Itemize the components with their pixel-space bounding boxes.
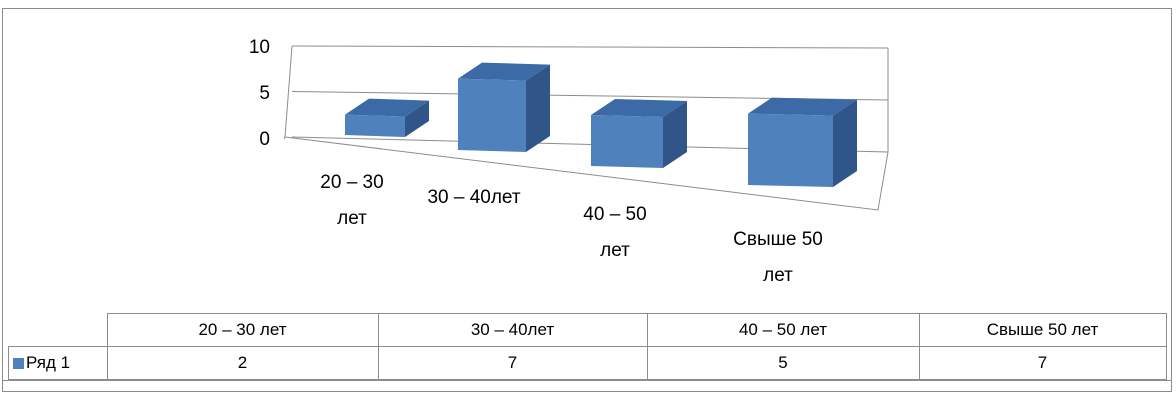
data-table-cell: 7 (377, 346, 648, 380)
x-tick-label: лет (337, 208, 367, 229)
legend-color-key (13, 358, 24, 369)
x-tick-label: 20 – 30 (320, 172, 383, 193)
x-tick-label: 40 – 50 (583, 204, 646, 225)
data-table-header: 30 – 40лет (377, 313, 648, 347)
legend-label: Ряд 1 (26, 353, 71, 372)
bar-front (591, 115, 663, 168)
data-table-cell: 2 (106, 346, 379, 380)
data-table-header: Свыше 50 лет (918, 313, 1167, 347)
bar-top (748, 97, 857, 116)
bar-side (663, 101, 687, 168)
chart-bars (345, 62, 857, 187)
gridline (291, 45, 889, 49)
y-tick-label: 0 (259, 129, 270, 150)
bar (458, 62, 550, 152)
bar-side (526, 64, 550, 152)
x-tick-label: 30 – 40лет (427, 187, 520, 208)
side-wall-edge (283, 45, 293, 140)
bar-side (833, 99, 857, 187)
bar-top (458, 62, 550, 81)
x-axis-labels: 20 – 30 лет 30 – 40лет 40 – 50 лет Свыше 50 ле… (320, 172, 823, 286)
data-table: 20 – 30 лет 30 – 40лет 40 – 50 лет Свыше… (8, 313, 1167, 380)
y-tick-label: 10 (249, 37, 270, 58)
floor-edge (284, 136, 889, 211)
y-axis-ticks: 10 5 0 (249, 37, 270, 150)
bar-top (591, 99, 687, 117)
bar-top (345, 98, 429, 117)
chart-frame (2, 8, 1172, 392)
bar-front (345, 114, 405, 137)
data-table-header-row: 20 – 30 лет 30 – 40лет 40 – 50 лет Свыше… (8, 313, 1167, 347)
x-tick-label: лет (600, 240, 630, 261)
data-table-header: 20 – 30 лет (106, 313, 379, 347)
data-table-cell: 7 (918, 346, 1167, 380)
data-table-header: 40 – 50 лет (646, 313, 920, 347)
legend-entry: Ряд 1 (8, 346, 108, 380)
bar-front (458, 78, 526, 152)
bottom-rule (2, 380, 1172, 381)
y-tick-label: 5 (259, 83, 270, 104)
x-tick-label: лет (763, 265, 793, 286)
bar (345, 98, 429, 137)
bar (748, 97, 857, 187)
x-tick-label: Свыше 50 (733, 229, 823, 250)
data-table-cell: 5 (646, 346, 920, 380)
bar-side (405, 100, 429, 137)
data-table-corner (8, 313, 108, 347)
bar-front (748, 113, 833, 187)
bar (591, 99, 687, 168)
data-table-row: Ряд 1 2 7 5 7 (8, 346, 1167, 380)
